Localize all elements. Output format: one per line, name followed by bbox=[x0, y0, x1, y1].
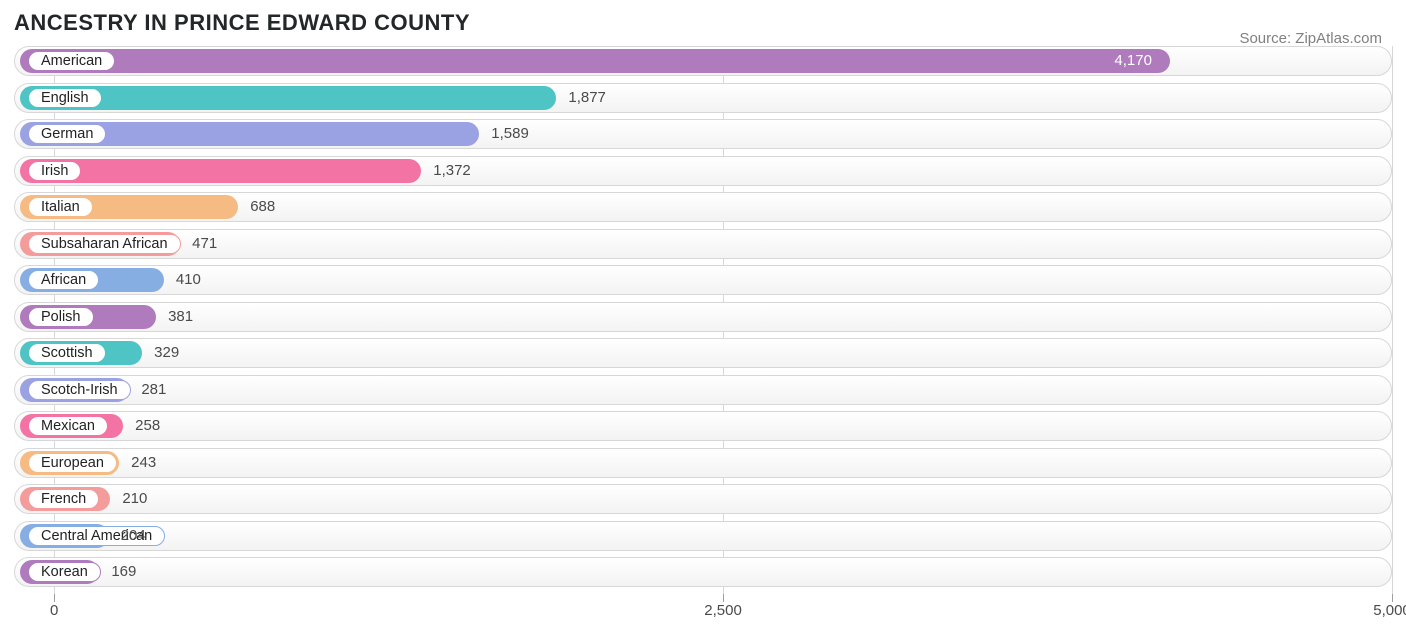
bar-row: Central American204 bbox=[14, 521, 1392, 551]
bar-row: Subsaharan African 471 bbox=[14, 229, 1392, 259]
value-label: 381 bbox=[164, 302, 197, 332]
category-label: Polish bbox=[28, 307, 94, 327]
bar-row: French 210 bbox=[14, 484, 1392, 514]
value-label: 243 bbox=[127, 448, 160, 478]
bar-row: English 1,877 bbox=[14, 83, 1392, 113]
bar-rows: American 4,170 English 1,877 German 1,589 Iris… bbox=[14, 46, 1392, 587]
value-label: 410 bbox=[172, 265, 205, 295]
value-label: 471 bbox=[188, 229, 221, 259]
value-label: 4,170 bbox=[1110, 46, 1156, 76]
category-label: French bbox=[28, 489, 99, 509]
category-label: Subsaharan African bbox=[28, 234, 181, 254]
value-label: 210 bbox=[118, 484, 151, 514]
chart-source: Source: ZipAtlas.com bbox=[1239, 30, 1382, 47]
x-axis: 02,5005,000 bbox=[14, 594, 1392, 620]
bar-row: Italian 688 bbox=[14, 192, 1392, 222]
bar-track bbox=[14, 411, 1392, 441]
bar-row: Irish 1,372 bbox=[14, 156, 1392, 186]
value-label: 1,372 bbox=[429, 156, 475, 186]
bar-track bbox=[14, 448, 1392, 478]
bar bbox=[20, 49, 1170, 73]
value-label: 169 bbox=[107, 557, 140, 587]
bar-track bbox=[14, 265, 1392, 295]
value-label: 204 bbox=[117, 521, 150, 551]
axis-tick bbox=[723, 594, 724, 602]
category-label: English bbox=[28, 88, 102, 108]
chart-title: ANCESTRY IN PRINCE EDWARD COUNTY bbox=[14, 10, 1392, 36]
value-label: 329 bbox=[150, 338, 183, 368]
axis-tick bbox=[1392, 594, 1393, 602]
bar-row: Korean 169 bbox=[14, 557, 1392, 587]
category-label: African bbox=[28, 270, 99, 290]
ancestry-chart: ANCESTRY IN PRINCE EDWARD COUNTY Source:… bbox=[0, 0, 1406, 638]
bar-row: African 410 bbox=[14, 265, 1392, 295]
bar-track bbox=[14, 338, 1392, 368]
value-label: 1,877 bbox=[564, 83, 610, 113]
category-label: Mexican bbox=[28, 416, 108, 436]
bar-row: Mexican 258 bbox=[14, 411, 1392, 441]
axis-tick-label: 5,000 bbox=[1373, 602, 1406, 619]
gridline bbox=[1392, 46, 1393, 594]
category-label: Italian bbox=[28, 197, 93, 217]
category-label: American bbox=[28, 51, 115, 71]
value-label: 281 bbox=[137, 375, 170, 405]
bar-track bbox=[14, 484, 1392, 514]
value-label: 1,589 bbox=[487, 119, 533, 149]
axis-tick-label: 0 bbox=[50, 602, 58, 619]
axis-tick-label: 2,500 bbox=[704, 602, 742, 619]
bar-row: American 4,170 bbox=[14, 46, 1392, 76]
bar-row: Polish 381 bbox=[14, 302, 1392, 332]
value-label: 688 bbox=[246, 192, 279, 222]
category-label: European bbox=[28, 453, 117, 473]
category-label: Scotch-Irish bbox=[28, 380, 131, 400]
bar-track bbox=[14, 557, 1392, 587]
bar-track bbox=[14, 302, 1392, 332]
category-label: Scottish bbox=[28, 343, 106, 363]
category-label: Korean bbox=[28, 562, 101, 582]
bar-track bbox=[14, 521, 1392, 551]
value-label: 258 bbox=[131, 411, 164, 441]
bar-row: German 1,589 bbox=[14, 119, 1392, 149]
bar-track bbox=[14, 375, 1392, 405]
plot-area: American 4,170 English 1,877 German 1,589 Iris… bbox=[14, 46, 1392, 620]
bar-row: Scottish 329 bbox=[14, 338, 1392, 368]
bar-row: Scotch-Irish 281 bbox=[14, 375, 1392, 405]
bar-row: European 243 bbox=[14, 448, 1392, 478]
category-label: German bbox=[28, 124, 106, 144]
axis-tick bbox=[54, 594, 55, 602]
category-label: Irish bbox=[28, 161, 81, 181]
